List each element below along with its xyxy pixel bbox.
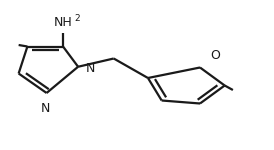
Text: N: N	[86, 63, 95, 75]
Text: NH: NH	[54, 16, 72, 29]
Text: 2: 2	[75, 14, 80, 23]
Text: N: N	[41, 102, 50, 115]
Text: O: O	[210, 49, 220, 62]
